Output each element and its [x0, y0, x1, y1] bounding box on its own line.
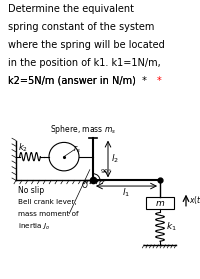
Text: 90°: 90° [101, 169, 112, 174]
Text: mass moment of: mass moment of [18, 211, 78, 217]
Text: Sphere, mass $m_s$: Sphere, mass $m_s$ [50, 123, 116, 136]
Text: where the spring will be located: where the spring will be located [8, 40, 165, 50]
Text: *: * [157, 76, 162, 86]
Text: $x(t)$: $x(t)$ [189, 194, 200, 206]
Text: Bell crank lever,: Bell crank lever, [18, 199, 77, 205]
Text: $r_s$: $r_s$ [73, 143, 81, 155]
Text: $l_1$: $l_1$ [122, 187, 131, 199]
Text: O: O [82, 181, 88, 190]
Text: $k_2$: $k_2$ [18, 141, 28, 154]
Text: in the position of k1. k1=1N/m,: in the position of k1. k1=1N/m, [8, 58, 161, 68]
Text: k2=5N/m (answer in N/m): k2=5N/m (answer in N/m) [8, 76, 136, 86]
Text: $k_1$: $k_1$ [166, 221, 177, 233]
Text: inertia $J_o$: inertia $J_o$ [18, 222, 51, 232]
Text: $l_2$: $l_2$ [111, 153, 119, 165]
Text: spring constant of the system: spring constant of the system [8, 22, 154, 32]
Text: Determine the equivalent: Determine the equivalent [8, 4, 134, 14]
Text: k2=5N/m (answer in N/m)  *: k2=5N/m (answer in N/m) * [8, 76, 147, 86]
Text: m: m [156, 199, 164, 208]
Text: No slip: No slip [18, 186, 44, 195]
Bar [146, 198, 174, 209]
